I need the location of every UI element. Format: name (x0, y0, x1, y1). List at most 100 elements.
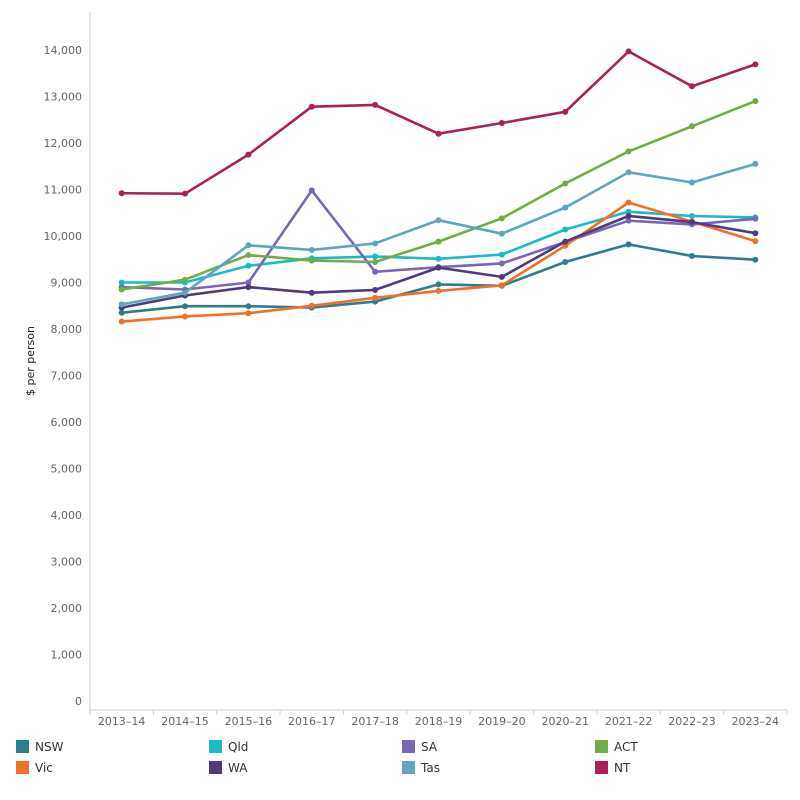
data-point[interactable] (435, 238, 442, 245)
data-point[interactable] (182, 303, 189, 310)
data-point[interactable] (435, 287, 442, 294)
y-tick-label: 4,000 (51, 509, 83, 522)
data-point[interactable] (308, 187, 315, 194)
data-point[interactable] (625, 48, 632, 55)
data-point[interactable] (372, 253, 379, 260)
legend-swatch (402, 740, 415, 753)
data-point[interactable] (118, 301, 125, 308)
data-point[interactable] (372, 294, 379, 301)
data-point[interactable] (625, 208, 632, 215)
data-point[interactable] (245, 151, 252, 158)
data-point[interactable] (625, 169, 632, 176)
data-point[interactable] (118, 190, 125, 197)
data-point[interactable] (118, 309, 125, 316)
data-point[interactable] (562, 180, 569, 187)
data-point[interactable] (182, 190, 189, 197)
data-point[interactable] (562, 108, 569, 115)
legend-label: Vic (35, 761, 53, 775)
data-point[interactable] (752, 160, 759, 167)
data-point[interactable] (625, 213, 632, 220)
data-point[interactable] (118, 318, 125, 325)
data-point[interactable] (688, 123, 695, 130)
y-tick-label: 13,000 (44, 91, 83, 104)
data-point[interactable] (372, 286, 379, 293)
data-point[interactable] (688, 219, 695, 226)
x-tick-label: 2015–16 (225, 715, 273, 728)
y-tick-label: 10,000 (44, 230, 83, 243)
data-point[interactable] (372, 259, 379, 266)
data-point[interactable] (118, 286, 125, 293)
legend-label: WA (228, 761, 248, 775)
data-point[interactable] (435, 264, 442, 271)
y-tick-label: 7,000 (51, 370, 83, 383)
data-point[interactable] (625, 148, 632, 155)
data-point[interactable] (688, 213, 695, 220)
data-point[interactable] (562, 242, 569, 249)
data-point[interactable] (245, 310, 252, 317)
data-point[interactable] (498, 251, 505, 258)
data-point[interactable] (625, 217, 632, 224)
x-tick-label: 2021–22 (605, 715, 653, 728)
data-point[interactable] (182, 289, 189, 296)
data-point[interactable] (688, 252, 695, 259)
legend-item-vic[interactable]: Vic (16, 761, 53, 775)
data-point[interactable] (498, 273, 505, 280)
data-point[interactable] (562, 204, 569, 211)
data-point[interactable] (498, 260, 505, 267)
legend-item-qld[interactable]: Qld (209, 740, 248, 754)
data-point[interactable] (245, 279, 252, 286)
data-point[interactable] (118, 279, 125, 286)
legend-item-sa[interactable]: SA (402, 740, 438, 754)
data-point[interactable] (308, 302, 315, 309)
data-point[interactable] (182, 276, 189, 283)
y-tick-label: 6,000 (51, 416, 83, 429)
data-point[interactable] (372, 268, 379, 275)
data-point[interactable] (182, 313, 189, 320)
data-point[interactable] (308, 257, 315, 264)
data-point[interactable] (752, 230, 759, 237)
legend-item-nsw[interactable]: NSW (16, 740, 64, 754)
data-point[interactable] (562, 259, 569, 266)
data-point[interactable] (435, 281, 442, 288)
data-point[interactable] (308, 289, 315, 296)
legend-item-tas[interactable]: Tas (402, 761, 440, 775)
data-point[interactable] (562, 226, 569, 233)
y-axis-title: $ per person (24, 326, 37, 396)
data-point[interactable] (245, 284, 252, 291)
data-point[interactable] (308, 103, 315, 110)
series-layer (118, 48, 759, 325)
data-point[interactable] (245, 262, 252, 269)
data-point[interactable] (562, 238, 569, 245)
data-point[interactable] (752, 98, 759, 105)
data-point[interactable] (752, 61, 759, 68)
data-point[interactable] (752, 256, 759, 263)
data-point[interactable] (752, 215, 759, 222)
y-tick-label: 1,000 (51, 649, 83, 662)
data-point[interactable] (625, 241, 632, 248)
legend-item-wa[interactable]: WA (209, 761, 248, 775)
data-point[interactable] (245, 242, 252, 249)
series-nt (118, 48, 759, 197)
legend-swatch (402, 761, 415, 774)
data-point[interactable] (245, 303, 252, 310)
data-point[interactable] (372, 101, 379, 108)
data-point[interactable] (498, 230, 505, 237)
series-vic (118, 199, 759, 325)
data-point[interactable] (372, 240, 379, 247)
data-point[interactable] (688, 83, 695, 90)
data-point[interactable] (498, 120, 505, 127)
data-point[interactable] (752, 238, 759, 245)
data-point[interactable] (498, 215, 505, 222)
data-point[interactable] (435, 255, 442, 262)
data-point[interactable] (435, 130, 442, 137)
data-point[interactable] (245, 252, 252, 259)
data-point[interactable] (688, 179, 695, 186)
legend-item-nt[interactable]: NT (595, 761, 631, 775)
data-point[interactable] (498, 282, 505, 289)
data-point[interactable] (308, 246, 315, 253)
y-tick-label: 14,000 (44, 44, 83, 57)
data-point[interactable] (625, 199, 632, 206)
legend-swatch (16, 740, 29, 753)
legend-item-act[interactable]: ACT (595, 740, 638, 754)
data-point[interactable] (435, 217, 442, 224)
